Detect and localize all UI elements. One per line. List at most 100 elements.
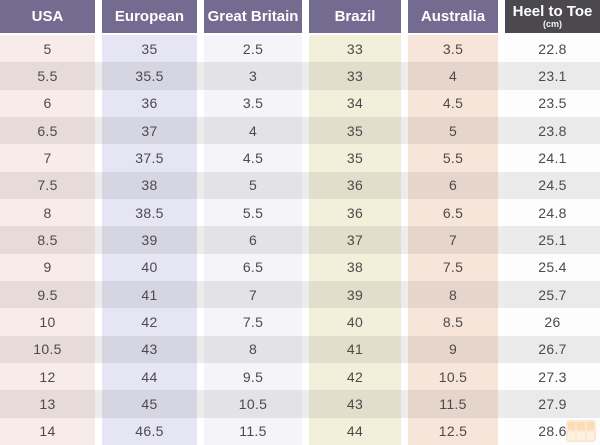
table-cell: 43 bbox=[309, 390, 401, 418]
column-header-label: Australia bbox=[420, 7, 486, 25]
column-header-heel-to-toe: Heel to Toe (cm) bbox=[505, 0, 600, 33]
table-row: 5.5 35.5 3 33 4 23.1 bbox=[0, 62, 600, 90]
column-header-label: Brazil bbox=[334, 7, 376, 25]
table-cell: 42 bbox=[102, 308, 197, 336]
table-cell: 39 bbox=[309, 280, 401, 309]
table-cell: 35 bbox=[309, 116, 401, 145]
table-row: 14 46.5 11.5 44 12.5 28.6 bbox=[0, 417, 600, 445]
table-cell: 36 bbox=[102, 89, 197, 117]
table-cell: 8 bbox=[0, 198, 95, 227]
table-cell: 7 bbox=[204, 280, 302, 309]
table-cell: 44 bbox=[309, 417, 401, 445]
table-cell: 5.5 bbox=[408, 144, 498, 172]
table-cell: 8 bbox=[408, 280, 498, 309]
table-cell: 9 bbox=[408, 335, 498, 363]
table-cell: 41 bbox=[309, 335, 401, 363]
table-cell: 7 bbox=[0, 144, 95, 172]
table-row: 10 42 7.5 40 8.5 26 bbox=[0, 308, 600, 336]
table-cell: 4.5 bbox=[408, 89, 498, 117]
column-header-usa: USA bbox=[0, 0, 95, 33]
table-cell: 24.5 bbox=[505, 171, 600, 199]
table-cell: 10.5 bbox=[204, 390, 302, 418]
table-cell: 37 bbox=[309, 226, 401, 254]
watermark-logo-icon bbox=[566, 420, 596, 442]
table-cell: 23.1 bbox=[505, 62, 600, 90]
table-row: 13 45 10.5 43 11.5 27.9 bbox=[0, 390, 600, 418]
table-cell: 3.5 bbox=[204, 89, 302, 117]
table-cell: 4 bbox=[204, 116, 302, 145]
table-cell: 42 bbox=[309, 362, 401, 391]
table-cell: 5 bbox=[408, 116, 498, 145]
column-header-label: Great Britain bbox=[207, 7, 299, 25]
table-cell: 6 bbox=[204, 226, 302, 254]
table-cell: 26.7 bbox=[505, 335, 600, 363]
table-cell: 25.1 bbox=[505, 226, 600, 254]
table-cell: 8.5 bbox=[408, 308, 498, 336]
table-cell: 10 bbox=[0, 308, 95, 336]
table-row: 5 35 2.5 33 3.5 22.8 bbox=[0, 35, 600, 63]
table-cell: 39 bbox=[102, 226, 197, 254]
table-cell: 3 bbox=[204, 62, 302, 90]
table-cell: 5 bbox=[0, 35, 95, 63]
table-row: 6 36 3.5 34 4.5 23.5 bbox=[0, 89, 600, 117]
table-cell: 25.7 bbox=[505, 280, 600, 309]
table-cell: 33 bbox=[309, 62, 401, 90]
table-row: 12 44 9.5 42 10.5 27.3 bbox=[0, 362, 600, 391]
column-header-label: USA bbox=[31, 7, 64, 25]
table-cell: 11.5 bbox=[408, 390, 498, 418]
table-cell: 37.5 bbox=[102, 144, 197, 172]
table-cell: 7.5 bbox=[408, 253, 498, 281]
table-cell: 23.5 bbox=[505, 89, 600, 117]
table-cell: 5.5 bbox=[204, 198, 302, 227]
table-cell: 6.5 bbox=[408, 198, 498, 227]
table-row: 7 37.5 4.5 35 5.5 24.1 bbox=[0, 144, 600, 172]
table-cell: 7.5 bbox=[204, 308, 302, 336]
table-cell: 40 bbox=[309, 308, 401, 336]
table-cell: 12 bbox=[0, 362, 95, 391]
table-cell: 35 bbox=[102, 35, 197, 63]
table-row: 6.5 37 4 35 5 23.8 bbox=[0, 116, 600, 145]
table-cell: 6 bbox=[0, 89, 95, 117]
table-cell: 33 bbox=[309, 35, 401, 63]
table-cell: 11.5 bbox=[204, 417, 302, 445]
table-cell: 38 bbox=[309, 253, 401, 281]
table-cell: 6.5 bbox=[0, 116, 95, 145]
table-cell: 4.5 bbox=[204, 144, 302, 172]
column-header-label: Heel to Toe bbox=[512, 2, 593, 20]
table-cell: 8.5 bbox=[0, 226, 95, 254]
table-cell: 5 bbox=[204, 171, 302, 199]
table-cell: 36 bbox=[309, 198, 401, 227]
table-cell: 38.5 bbox=[102, 198, 197, 227]
table-cell: 9.5 bbox=[0, 280, 95, 309]
table-row: 9.5 41 7 39 8 25.7 bbox=[0, 280, 600, 309]
table-row: 8 38.5 5.5 36 6.5 24.8 bbox=[0, 198, 600, 227]
table-cell: 40 bbox=[102, 253, 197, 281]
table-cell: 12.5 bbox=[408, 417, 498, 445]
table-cell: 24.8 bbox=[505, 198, 600, 227]
table-cell: 6.5 bbox=[204, 253, 302, 281]
table-cell: 13 bbox=[0, 390, 95, 418]
table-cell: 7 bbox=[408, 226, 498, 254]
table-cell: 10.5 bbox=[0, 335, 95, 363]
table-cell: 26 bbox=[505, 308, 600, 336]
table-cell: 41 bbox=[102, 280, 197, 309]
table-cell: 4 bbox=[408, 62, 498, 90]
table-cell: 9.5 bbox=[204, 362, 302, 391]
table-row: 8.5 39 6 37 7 25.1 bbox=[0, 226, 600, 254]
table-cell: 10.5 bbox=[408, 362, 498, 391]
table-row: 10.5 43 8 41 9 26.7 bbox=[0, 335, 600, 363]
table-cell: 34 bbox=[309, 89, 401, 117]
table-cell: 6 bbox=[408, 171, 498, 199]
table-cell: 14 bbox=[0, 417, 95, 445]
table-cell: 27.3 bbox=[505, 362, 600, 391]
table-cell: 7.5 bbox=[0, 171, 95, 199]
table-cell: 24.1 bbox=[505, 144, 600, 172]
table-cell: 8 bbox=[204, 335, 302, 363]
table-cell: 2.5 bbox=[204, 35, 302, 63]
table-cell: 43 bbox=[102, 335, 197, 363]
table-cell: 27.9 bbox=[505, 390, 600, 418]
table-cell: 35 bbox=[309, 144, 401, 172]
table-row: 7.5 38 5 36 6 24.5 bbox=[0, 171, 600, 199]
table-header-row: USA European Great Britain Brazil Austra… bbox=[0, 0, 600, 33]
column-header-label: European bbox=[114, 7, 185, 25]
